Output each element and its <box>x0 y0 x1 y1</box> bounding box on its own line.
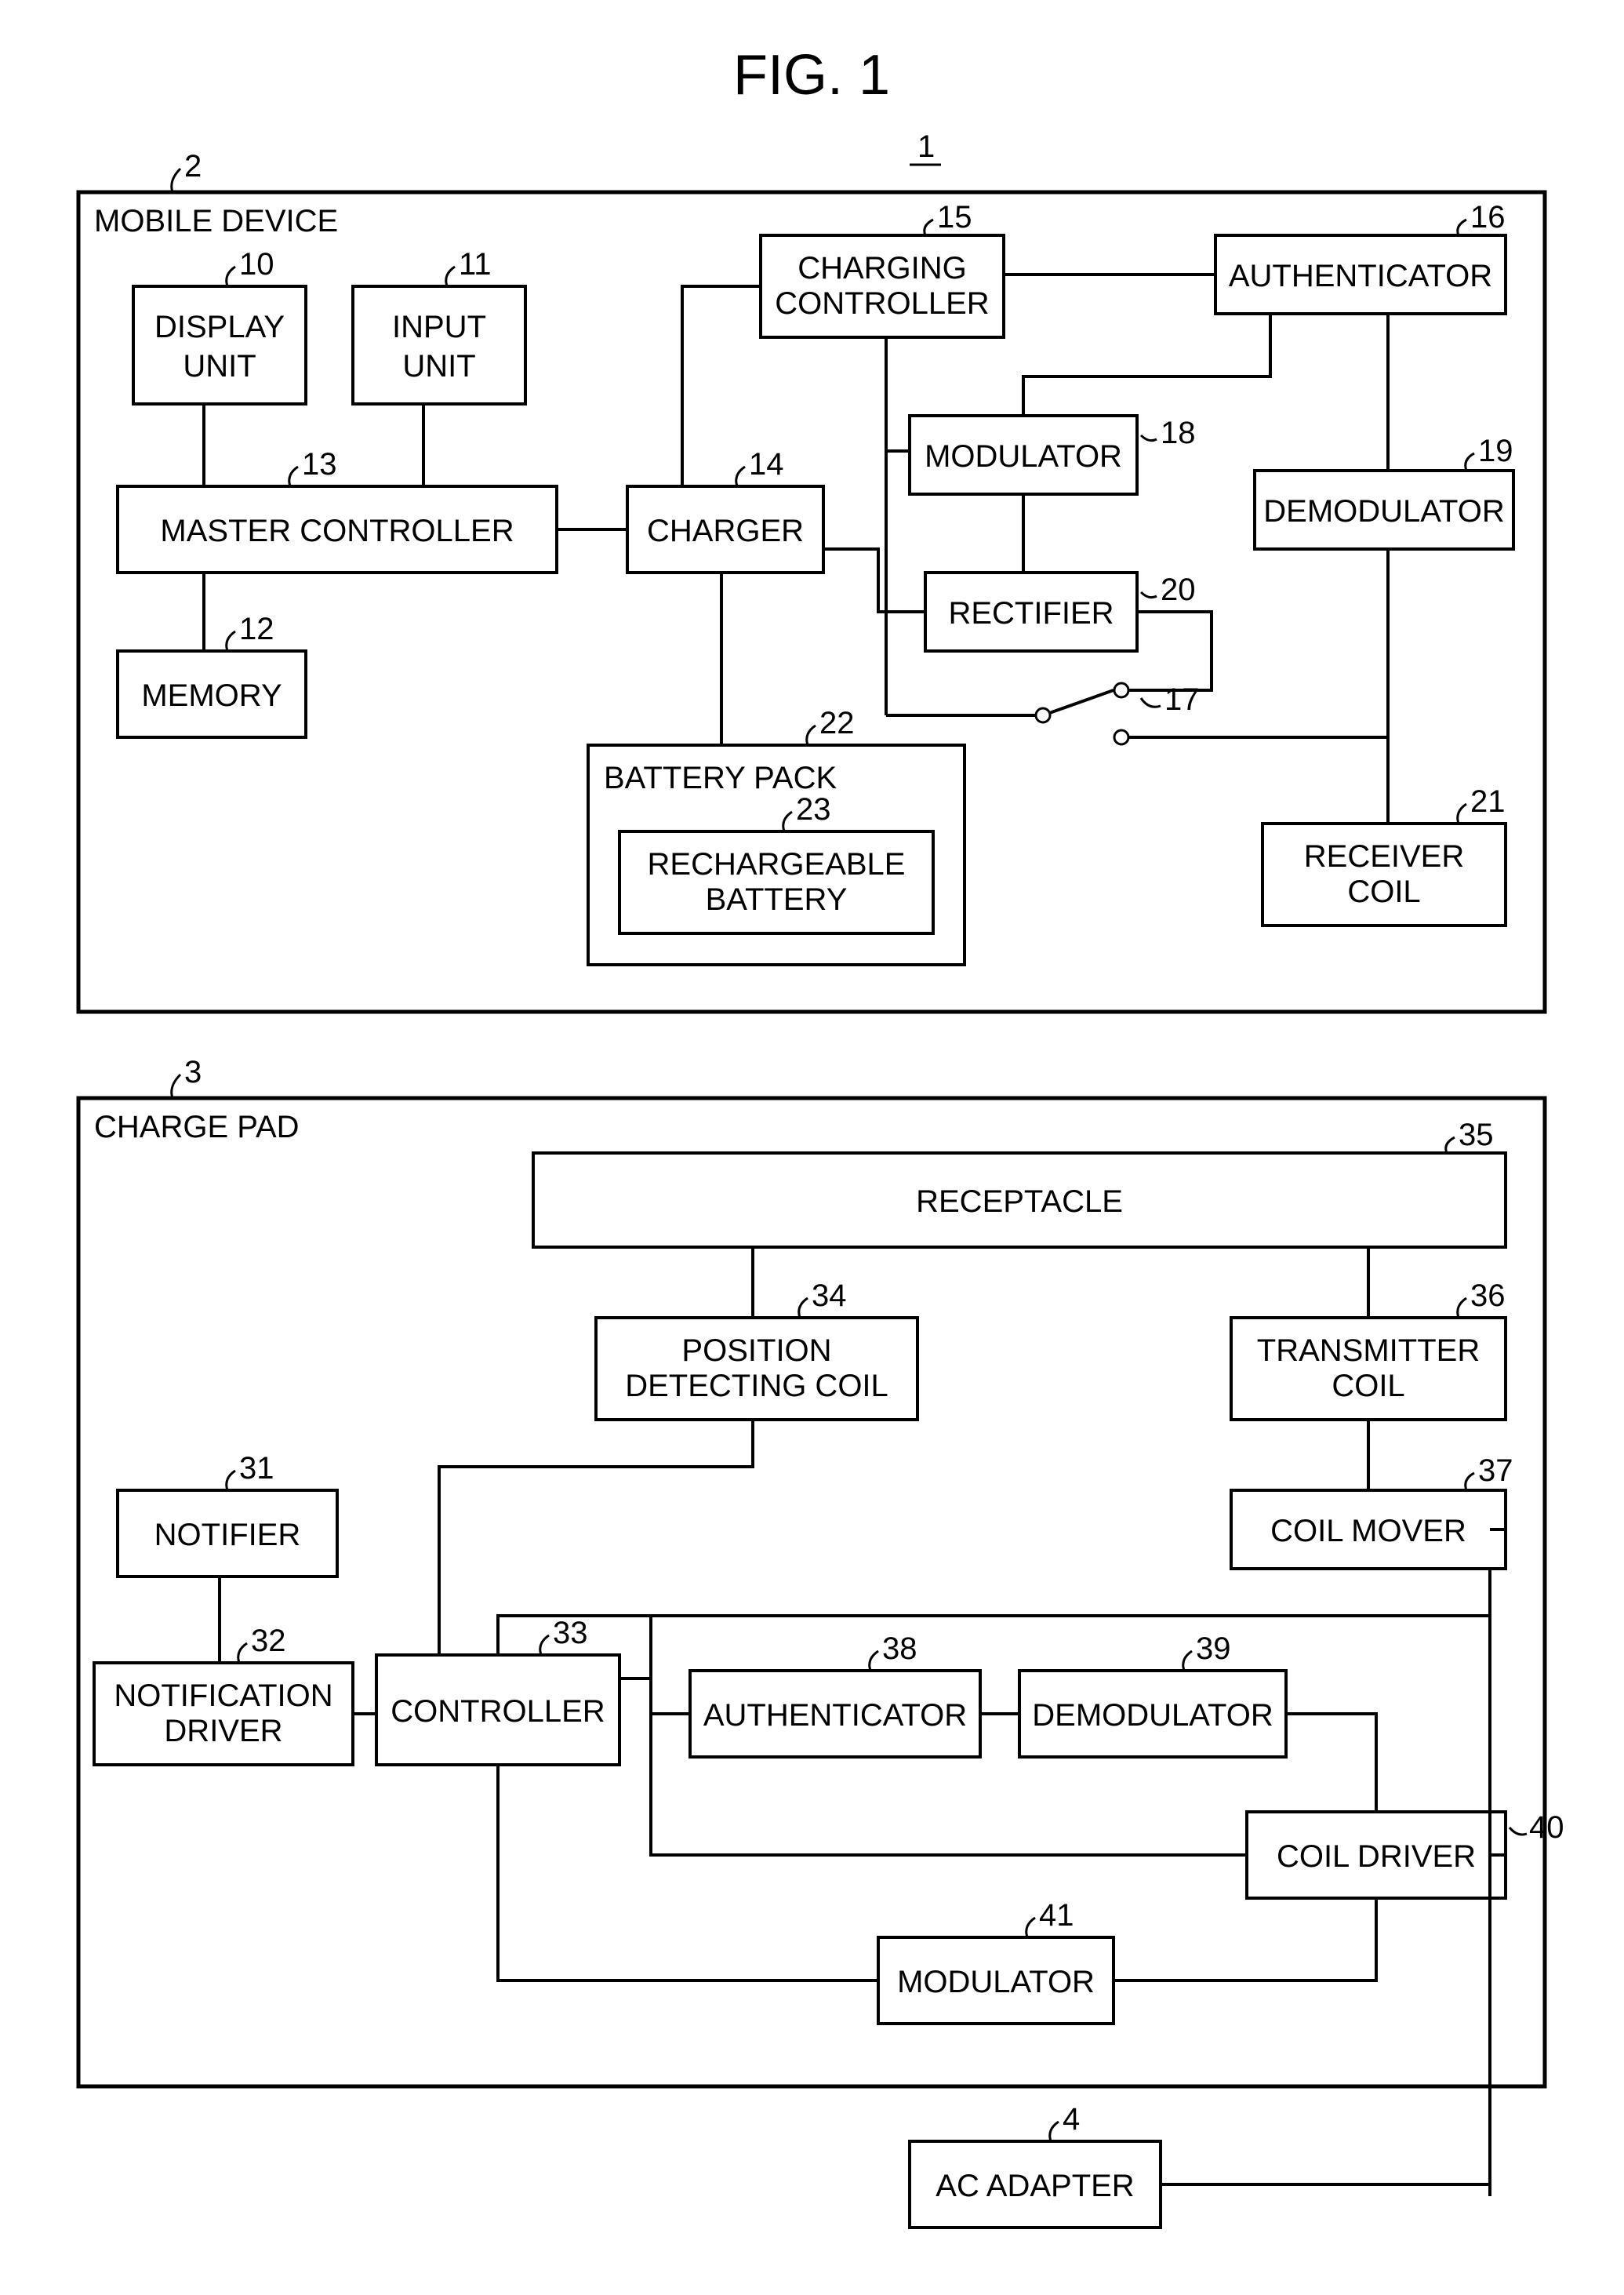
ref-10: 10 <box>239 247 274 282</box>
leader-22 <box>807 726 816 745</box>
ref-19: 19 <box>1478 434 1513 468</box>
leader-35 <box>1446 1137 1455 1153</box>
receptacle-line1: RECEPTACLE <box>916 1184 1123 1219</box>
auth-cp-line1: AUTHENTICATOR <box>703 1698 967 1733</box>
leader-21 <box>1458 804 1466 824</box>
receiver-coil-line1: RECEIVER <box>1304 839 1465 874</box>
ref-40: 40 <box>1529 1810 1564 1845</box>
rectifier-line1: RECTIFIER <box>948 596 1114 631</box>
leader-18 <box>1141 435 1157 441</box>
system-id: 1 <box>917 129 935 164</box>
ac-adapter-line1: AC ADAPTER <box>936 2169 1134 2203</box>
ref-23: 23 <box>796 792 831 827</box>
ref-16: 16 <box>1470 200 1506 235</box>
ref-39: 39 <box>1196 1631 1231 1666</box>
input-unit-line2: UNIT <box>402 349 475 384</box>
ref-14: 14 <box>749 447 784 482</box>
leader-15 <box>925 220 933 235</box>
leader-33 <box>540 1635 549 1655</box>
ref-36: 36 <box>1470 1278 1506 1313</box>
ref-38: 38 <box>882 1631 917 1666</box>
tx-coil-line2: COIL <box>1332 1369 1404 1403</box>
display-unit-line2: UNIT <box>183 349 256 384</box>
leader-14 <box>736 467 745 486</box>
pdc-line1: POSITION <box>681 1333 831 1368</box>
leader-4 <box>1050 2122 1059 2141</box>
mobile-device-label: MOBILE DEVICE <box>94 204 338 238</box>
ref-20: 20 <box>1161 573 1196 607</box>
tx-coil-line1: TRANSMITTER <box>1257 1333 1480 1368</box>
ref-11: 11 <box>459 247 492 282</box>
leader-31 <box>227 1471 235 1490</box>
ref-22: 22 <box>819 706 855 740</box>
ref-17: 17 <box>1164 682 1200 717</box>
ref-37: 37 <box>1478 1453 1513 1488</box>
ref-34: 34 <box>812 1278 847 1313</box>
ref-3: 3 <box>184 1055 202 1089</box>
leader-39 <box>1183 1651 1192 1671</box>
demod-cp-line1: DEMODULATOR <box>1032 1698 1273 1733</box>
notifier-line1: NOTIFIER <box>154 1518 301 1552</box>
ref-32: 32 <box>251 1624 286 1658</box>
leader-20 <box>1141 592 1157 598</box>
controller-line1: CONTROLLER <box>391 1694 605 1729</box>
leader-11 <box>446 267 455 286</box>
ref-12: 12 <box>239 612 274 646</box>
mod-cp-line1: MODULATOR <box>897 1965 1095 1999</box>
charging-controller-line1: CHARGING <box>797 251 967 286</box>
switch-17 <box>1036 683 1128 744</box>
leader-32 <box>238 1643 247 1663</box>
leader-36 <box>1458 1298 1466 1318</box>
charging-controller-line2: CONTROLLER <box>775 286 989 321</box>
battery-pack-label: BATTERY PACK <box>604 761 837 795</box>
ref-2: 2 <box>184 149 202 184</box>
charge-pad-label: CHARGE PAD <box>94 1110 300 1144</box>
leader-37 <box>1466 1473 1474 1490</box>
rechargeable-battery-line1: RECHARGEABLE <box>648 847 906 882</box>
receiver-coil-line2: COIL <box>1347 875 1420 909</box>
charger-line1: CHARGER <box>647 514 804 548</box>
modulator-md-line1: MODULATOR <box>925 439 1122 474</box>
input-unit-line1: INPUT <box>392 310 486 344</box>
leader-41 <box>1026 1918 1035 1937</box>
leader-16 <box>1458 220 1466 235</box>
ref-13: 13 <box>302 447 337 482</box>
ref-33: 33 <box>553 1616 588 1650</box>
coil-driver-line1: COIL DRIVER <box>1277 1839 1476 1874</box>
leader-40 <box>1510 1828 1527 1835</box>
demodulator-md-line1: DEMODULATOR <box>1263 494 1504 529</box>
ref-21: 21 <box>1470 784 1506 819</box>
ref-4: 4 <box>1063 2102 1080 2137</box>
ref-41: 41 <box>1039 1898 1074 1933</box>
leader-38 <box>870 1651 878 1671</box>
leader-17 <box>1141 698 1161 707</box>
pdc-line2: DETECTING COIL <box>625 1369 888 1403</box>
ref-15: 15 <box>937 200 972 235</box>
leader-19 <box>1466 453 1474 471</box>
figure-1-diagram: FIG. 1 1 2 MOBILE DEVICE DISPLAY UNIT 10… <box>0 0 1624 2295</box>
figure-title: FIG. 1 <box>733 44 890 107</box>
ref-31: 31 <box>239 1451 274 1486</box>
leader-2 <box>172 169 180 192</box>
rechargeable-battery-line2: BATTERY <box>706 882 848 917</box>
notif-drv-line1: NOTIFICATION <box>114 1679 332 1713</box>
leader-10 <box>227 267 235 286</box>
coil-mover-line1: COIL MOVER <box>1270 1514 1466 1548</box>
master-controller-line1: MASTER CONTROLLER <box>160 514 514 548</box>
ref-18: 18 <box>1161 416 1196 450</box>
block-input-unit <box>353 286 525 404</box>
ref-35: 35 <box>1459 1118 1494 1152</box>
notif-drv-line2: DRIVER <box>164 1714 282 1748</box>
display-unit-line1: DISPLAY <box>154 310 285 344</box>
block-display-unit <box>133 286 306 404</box>
authenticator-md-line1: AUTHENTICATOR <box>1229 259 1492 293</box>
memory-line1: MEMORY <box>141 678 282 713</box>
leader-13 <box>289 467 298 486</box>
leader-12 <box>227 631 235 651</box>
leader-3 <box>172 1075 180 1098</box>
leader-34 <box>799 1298 808 1318</box>
